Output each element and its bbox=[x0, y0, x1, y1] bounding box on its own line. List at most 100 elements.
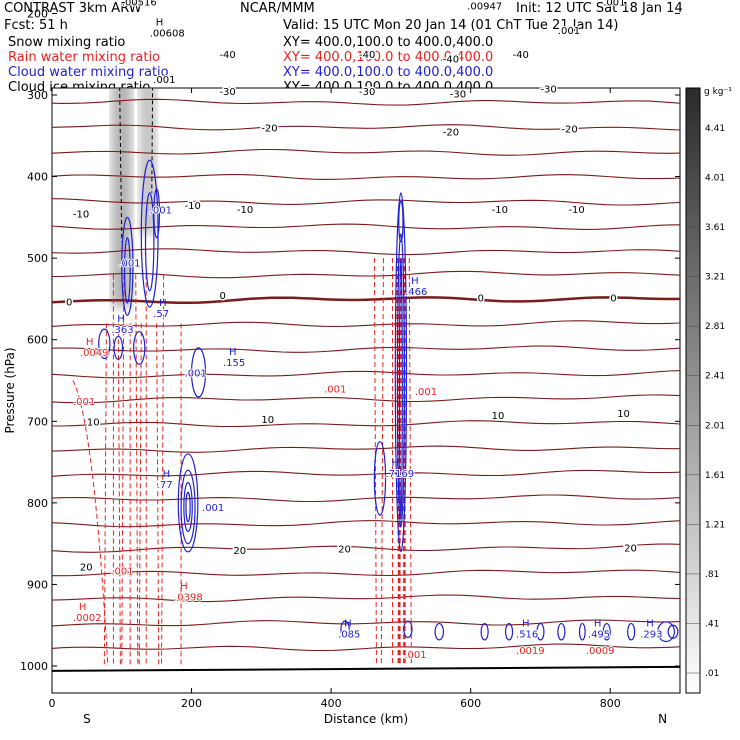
cloud-water-contour bbox=[373, 441, 387, 516]
colorbar-tick-label: 3.61 bbox=[705, 223, 725, 233]
temperature-contour bbox=[52, 469, 680, 477]
high-marker: H bbox=[156, 17, 164, 28]
y-tick-label: 800 bbox=[27, 497, 48, 510]
x-tick-label: 800 bbox=[600, 697, 621, 710]
high-value-label: .77 bbox=[157, 480, 173, 491]
field-label-rain: Rain water mixing ratio bbox=[8, 50, 161, 65]
temperature-label: -40 bbox=[359, 50, 375, 61]
temperature-label: -10 bbox=[73, 209, 89, 220]
field-xy-snow: XY= 400.0,100.0 to 400.0,400.0 bbox=[283, 35, 494, 50]
contour-value-label: .001 bbox=[603, 0, 625, 8]
cloud-water-contours bbox=[98, 159, 679, 643]
x-axis-label: Distance (km) bbox=[324, 712, 408, 726]
temperature-label: -20 bbox=[443, 128, 459, 139]
colorbar-tick-label: 2.41 bbox=[705, 372, 725, 382]
high-value-label: .0398 bbox=[174, 593, 203, 604]
contour-value-label: .001 bbox=[111, 567, 133, 578]
model-title: CONTRAST 3km ARW bbox=[4, 1, 142, 16]
high-marker: H bbox=[594, 618, 602, 629]
contour-value-label: .001 bbox=[202, 503, 224, 514]
temperature-label: 20 bbox=[80, 562, 93, 573]
cloud-ice-contours bbox=[119, 88, 154, 242]
high-marker: H bbox=[86, 337, 94, 348]
temperature-label: 0 bbox=[66, 297, 72, 308]
colorbar-tick-label: 1.21 bbox=[705, 520, 725, 530]
colorbar-tick-label: .81 bbox=[705, 570, 719, 580]
colorbar-tick-label: 2.01 bbox=[705, 421, 725, 431]
high-marker: H bbox=[522, 618, 530, 629]
temperature-contour bbox=[52, 25, 680, 30]
cloud-water-contour bbox=[183, 481, 193, 533]
high-value-label: .495 bbox=[588, 629, 610, 640]
cloud-ice-contour bbox=[119, 88, 154, 242]
y-tick-label: 1000 bbox=[20, 660, 48, 673]
colorbar-tick-label: 4.01 bbox=[705, 174, 725, 184]
high-marker: H bbox=[344, 618, 352, 629]
temperature-contour bbox=[52, 174, 680, 180]
temperature-contour bbox=[52, 198, 680, 206]
temperature-label: 0 bbox=[478, 293, 484, 304]
cloud-water-contour bbox=[177, 453, 199, 553]
contour-value-label: .001 bbox=[185, 368, 207, 379]
y-tick-label: 400 bbox=[27, 171, 48, 184]
y-tick-label: 700 bbox=[27, 415, 48, 428]
cloud-water-contour bbox=[504, 622, 514, 641]
cloud-water-contour bbox=[602, 622, 611, 641]
field-label-cloud-water: Cloud water mixing ratio bbox=[8, 65, 169, 80]
temperature-label: -30 bbox=[540, 84, 556, 95]
high-marker: H bbox=[117, 314, 125, 325]
rain-contour bbox=[408, 258, 412, 667]
contour-value-label: .0009 bbox=[586, 646, 615, 657]
high-value-label: .516 bbox=[516, 629, 538, 640]
high-marker: H bbox=[159, 298, 167, 309]
temperature-label: 20 bbox=[233, 546, 246, 557]
high-marker: H bbox=[79, 602, 87, 613]
high-marker: H bbox=[646, 618, 654, 629]
high-value-label: .00947 bbox=[467, 1, 502, 12]
high-value-label: .466 bbox=[405, 287, 427, 298]
cloud-water-contour bbox=[144, 192, 155, 292]
cloud-water-contour bbox=[667, 624, 679, 639]
rain-contour bbox=[380, 258, 384, 667]
cloud-water-contour bbox=[340, 620, 350, 639]
cloud-water-contour bbox=[133, 330, 146, 365]
temperature-label: 10 bbox=[492, 411, 505, 422]
init-time: Init: 12 UTC Sat 18 Jan 14 bbox=[516, 1, 683, 16]
colorbar-tick-label: 4.41 bbox=[705, 124, 725, 134]
cloud-water-contour bbox=[180, 469, 196, 545]
high-value-label: .0002 bbox=[73, 613, 102, 624]
temperature-contour bbox=[52, 98, 680, 106]
high-value-label: .085 bbox=[338, 629, 360, 640]
cloud-water-contour bbox=[185, 491, 191, 523]
high-value-label: .363 bbox=[111, 325, 133, 336]
temperature-label: -30 bbox=[219, 87, 235, 98]
temperature-contour bbox=[52, 248, 680, 256]
temperature-label: -10 bbox=[568, 205, 584, 216]
temperature-label: 0 bbox=[219, 291, 225, 302]
cloud-water-contour bbox=[190, 347, 207, 398]
contour-labels: -78-87.68-87.19-87.8-88.7-87.57-87.38-86… bbox=[64, 0, 663, 662]
rain-contour bbox=[121, 274, 125, 667]
rain-contour bbox=[138, 323, 142, 667]
cloud-water-contour bbox=[578, 622, 586, 641]
high-marker: H bbox=[473, 0, 481, 1]
contour-value-label: .001 bbox=[153, 75, 175, 86]
cloud-water-contour bbox=[121, 216, 134, 316]
cloud-water-contour bbox=[398, 200, 404, 243]
temperature-label: 20 bbox=[624, 544, 637, 555]
high-value-label: .0049 bbox=[80, 348, 109, 359]
temperature-label: -10 bbox=[185, 201, 201, 212]
temperature-label: -40 bbox=[219, 50, 235, 61]
colorbar-tick-label: 3.21 bbox=[705, 273, 725, 283]
cloud-water-contour bbox=[536, 622, 545, 641]
temperature-contour bbox=[52, 124, 680, 131]
x-tick-label: 0 bbox=[49, 697, 56, 710]
cloud-water-contour bbox=[557, 622, 566, 641]
high-marker: H bbox=[229, 347, 237, 358]
temperature-label: 10 bbox=[87, 417, 100, 428]
cloud-water-contour bbox=[480, 622, 489, 641]
cloud-water-contour bbox=[396, 233, 405, 528]
y-tick-label: 300 bbox=[27, 89, 48, 102]
temperature-contour bbox=[52, 543, 680, 553]
